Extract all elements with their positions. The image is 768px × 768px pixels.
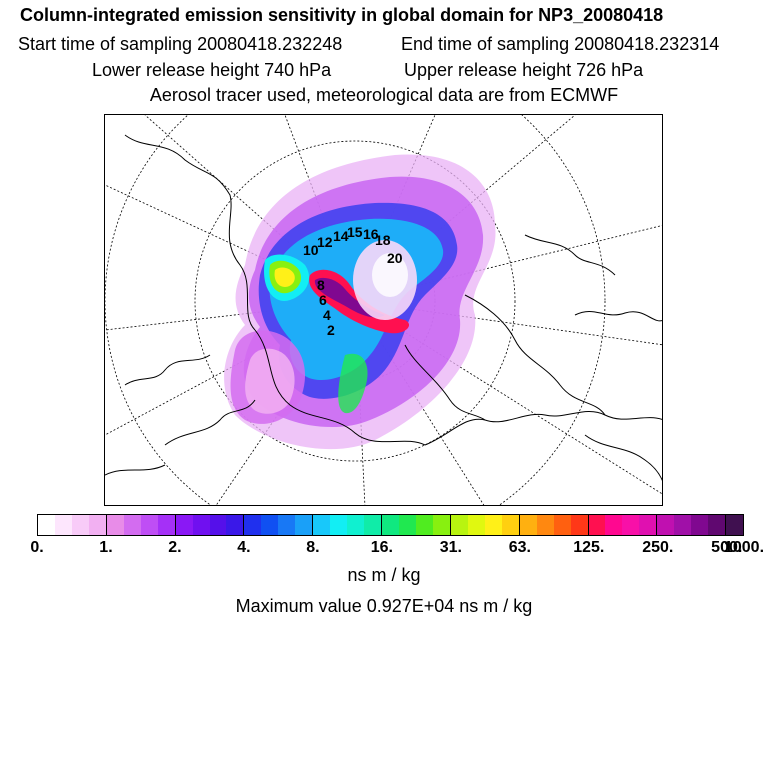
colorbar-cell xyxy=(553,515,571,535)
day-label: 16 xyxy=(363,226,379,242)
colorbar-cell xyxy=(622,515,640,535)
colorbar-cell xyxy=(174,515,193,535)
colorbar-cell xyxy=(381,515,400,535)
tracer-info: Aerosol tracer used, meteorological data… xyxy=(149,85,619,105)
colorbar-cell xyxy=(105,515,124,535)
colorbar-tick-label: 31. xyxy=(439,539,462,556)
colorbar-cell xyxy=(467,515,485,535)
colorbar-cell xyxy=(587,515,606,535)
maximum-value: Maximum value 0.927E+04 ns m / kg xyxy=(235,596,533,616)
colorbar-cell xyxy=(449,515,468,535)
coastlines xyxy=(105,134,662,481)
colorbar-tick-label: 500. xyxy=(711,539,743,556)
colorbar-tick-label: 250. xyxy=(642,539,674,556)
colorbar-tick-label: 125. xyxy=(573,539,605,556)
colorbar-cell xyxy=(157,515,175,535)
colorbar-tick-label: 1000. xyxy=(723,539,765,556)
sampling-start: Start time of sampling 20080418.232248 xyxy=(18,34,343,54)
colorbar-cell xyxy=(639,515,657,535)
colorbar-cell xyxy=(364,515,382,535)
day-label: 8 xyxy=(317,277,325,293)
colorbar-cell xyxy=(312,515,331,535)
upper-release-height: Upper release height 726 hPa xyxy=(404,60,644,80)
colorbar-cell xyxy=(536,515,554,535)
day-label: 14 xyxy=(333,228,349,244)
sensitivity-map: 10 12 14 15 16 18 20 8 6 4 2 xyxy=(104,114,663,506)
colorbar-tick-label: 16. xyxy=(370,539,393,556)
day-label: 15 xyxy=(347,224,363,240)
colorbar-tick-label: 1. xyxy=(99,539,113,556)
colorbar-cell xyxy=(88,515,106,535)
colorbar-cell xyxy=(725,515,744,535)
colorbar-cell xyxy=(570,515,588,535)
day-label: 4 xyxy=(323,307,331,323)
colorbar-tick-label: 2. xyxy=(168,539,182,556)
colorbar-cell xyxy=(140,515,158,535)
day-label: 20 xyxy=(387,250,403,266)
colorbar-cell xyxy=(399,515,416,535)
colorbar-cell xyxy=(691,515,709,535)
colorbar-cell xyxy=(708,515,726,535)
plot-title: Column-integrated emission sensitivity i… xyxy=(20,5,664,25)
colorbar-cell xyxy=(347,515,365,535)
day-label: 6 xyxy=(319,292,327,308)
colorbar-cell xyxy=(209,515,227,535)
colorbar-cell xyxy=(226,515,244,535)
colorbar-cell xyxy=(295,515,313,535)
colorbar-cell xyxy=(261,515,279,535)
day-label: 10 xyxy=(303,242,319,258)
colorbar xyxy=(37,514,744,536)
colorbar-cell xyxy=(192,515,210,535)
colorbar-cell xyxy=(605,515,623,535)
colorbar-tick-label: 4. xyxy=(237,539,251,556)
colorbar-cell xyxy=(71,515,89,535)
day-label: 18 xyxy=(375,232,391,248)
colorbar-cell xyxy=(123,515,141,535)
colorbar-cell xyxy=(54,515,72,535)
colorbar-cell xyxy=(518,515,537,535)
colorbar-units: ns m / kg xyxy=(347,565,421,585)
colorbar-cell xyxy=(415,515,433,535)
lower-release-height: Lower release height 740 hPa xyxy=(92,60,332,80)
colorbar-cell xyxy=(243,515,262,535)
day-label: 12 xyxy=(317,234,333,250)
colorbar-cell xyxy=(656,515,675,535)
sampling-end: End time of sampling 20080418.232314 xyxy=(401,34,720,54)
colorbar-tick-label: 63. xyxy=(508,539,531,556)
colorbar-tick-label: 8. xyxy=(306,539,320,556)
colorbar-cell xyxy=(484,515,502,535)
colorbar-tick-label: 0. xyxy=(30,539,44,556)
colorbar-cell xyxy=(674,515,692,535)
colorbar-cell xyxy=(38,515,55,535)
day-label: 2 xyxy=(327,322,335,338)
colorbar-cell xyxy=(432,515,450,535)
colorbar-cell xyxy=(278,515,296,535)
colorbar-cell xyxy=(330,515,348,535)
colorbar-cell xyxy=(501,515,519,535)
